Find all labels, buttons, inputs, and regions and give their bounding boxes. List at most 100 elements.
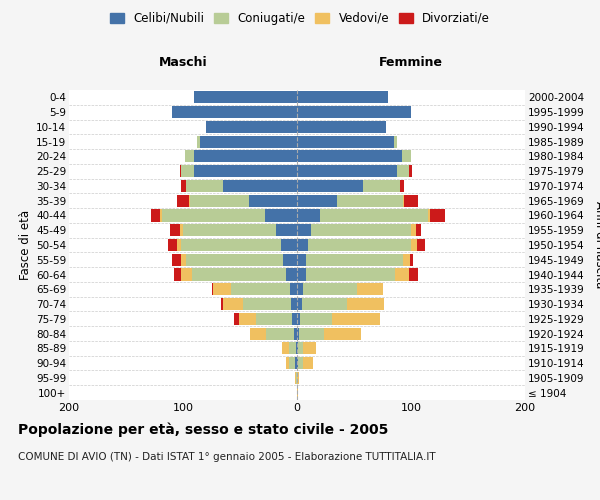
Bar <box>290 283 297 296</box>
Bar <box>297 342 298 354</box>
Bar <box>249 194 297 207</box>
Bar <box>297 165 397 177</box>
Bar <box>292 298 297 310</box>
Bar <box>289 342 296 354</box>
Bar <box>200 136 297 147</box>
Bar <box>178 194 188 207</box>
Bar <box>297 254 306 266</box>
Bar <box>395 268 409 280</box>
Bar <box>397 165 409 177</box>
Bar <box>400 180 404 192</box>
Bar <box>297 121 386 133</box>
Bar <box>282 342 289 354</box>
Bar <box>181 268 192 280</box>
Bar <box>347 298 383 310</box>
Bar <box>181 165 194 177</box>
Bar <box>197 136 200 147</box>
Bar <box>363 180 400 192</box>
Bar <box>160 210 163 222</box>
Bar <box>194 92 297 104</box>
Bar <box>297 239 308 251</box>
Bar <box>301 313 332 325</box>
Bar <box>303 357 313 369</box>
Y-axis label: Fasce di età: Fasce di età <box>19 210 32 280</box>
Bar <box>311 224 411 236</box>
Bar <box>178 239 181 251</box>
Bar <box>297 372 299 384</box>
Bar <box>212 283 231 296</box>
Bar <box>231 283 290 296</box>
Bar <box>244 298 292 310</box>
Bar <box>297 180 363 192</box>
Bar <box>297 328 299 340</box>
Bar <box>332 313 380 325</box>
Bar <box>297 150 402 162</box>
Bar <box>190 194 249 207</box>
Bar <box>221 298 223 310</box>
Bar <box>297 194 337 207</box>
Bar <box>206 121 297 133</box>
Bar <box>402 150 411 162</box>
Bar <box>185 150 194 162</box>
Bar <box>265 210 297 222</box>
Bar <box>223 298 244 310</box>
Bar <box>250 328 266 340</box>
Bar <box>286 268 297 280</box>
Bar <box>320 210 428 222</box>
Bar <box>181 254 187 266</box>
Bar <box>283 254 297 266</box>
Bar <box>187 180 223 192</box>
Bar <box>303 283 358 296</box>
Bar <box>187 254 283 266</box>
Text: COMUNE DI AVIO (TN) - Dati ISTAT 1° gennaio 2005 - Elaborazione TUTTITALIA.IT: COMUNE DI AVIO (TN) - Dati ISTAT 1° genn… <box>18 452 436 462</box>
Bar <box>404 194 418 207</box>
Bar <box>297 106 411 118</box>
Bar <box>306 268 395 280</box>
Legend: Celibi/Nubili, Coniugati/e, Vedovi/e, Divorziati/e: Celibi/Nubili, Coniugati/e, Vedovi/e, Di… <box>106 8 494 28</box>
Bar <box>286 357 289 369</box>
Bar <box>172 254 181 266</box>
Bar <box>163 210 265 222</box>
Bar <box>223 180 297 192</box>
Bar <box>337 194 403 207</box>
Bar <box>358 283 383 296</box>
Bar <box>170 224 179 236</box>
Text: Popolazione per età, sesso e stato civile - 2005: Popolazione per età, sesso e stato civil… <box>18 422 388 437</box>
Bar <box>297 298 302 310</box>
Bar <box>181 239 281 251</box>
Bar <box>403 194 404 207</box>
Bar <box>416 224 421 236</box>
Bar <box>297 386 298 398</box>
Bar <box>297 313 301 325</box>
Bar <box>234 313 239 325</box>
Bar <box>297 92 388 104</box>
Bar <box>298 342 303 354</box>
Bar <box>394 136 397 147</box>
Bar <box>194 165 297 177</box>
Bar <box>295 372 296 384</box>
Bar <box>297 136 394 147</box>
Bar <box>179 165 181 177</box>
Bar <box>297 357 298 369</box>
Bar <box>411 239 416 251</box>
Bar <box>297 224 311 236</box>
Bar <box>299 328 325 340</box>
Bar <box>296 372 297 384</box>
Bar <box>277 224 297 236</box>
Bar <box>151 210 160 222</box>
Bar <box>430 210 445 222</box>
Bar <box>188 194 190 207</box>
Bar <box>266 328 293 340</box>
Text: Femmine: Femmine <box>379 56 443 69</box>
Bar <box>296 342 297 354</box>
Bar <box>308 239 411 251</box>
Bar <box>168 239 178 251</box>
Bar <box>410 254 413 266</box>
Bar <box>181 180 187 192</box>
Bar <box>302 298 347 310</box>
Y-axis label: Anni di nascita: Anni di nascita <box>593 202 600 288</box>
Bar <box>298 357 303 369</box>
Bar <box>281 239 297 251</box>
Bar <box>179 224 183 236</box>
Bar <box>325 328 361 340</box>
